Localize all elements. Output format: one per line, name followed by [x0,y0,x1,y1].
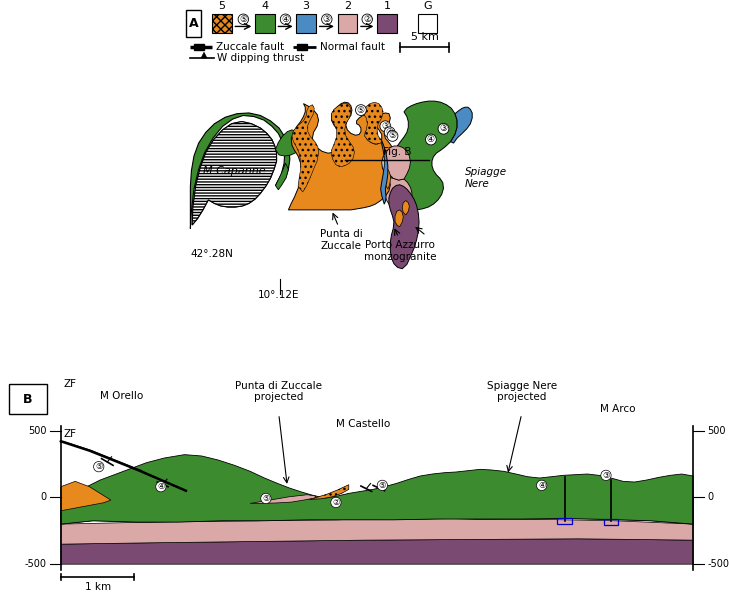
Polygon shape [289,102,391,210]
Text: G: G [424,1,432,11]
Polygon shape [61,481,111,511]
Text: 500: 500 [707,426,726,436]
Text: 10°.12E: 10°.12E [257,290,299,300]
Text: ③: ③ [602,471,609,480]
Polygon shape [402,201,410,215]
Polygon shape [386,146,410,180]
Text: ⑤: ⑤ [262,494,270,503]
Polygon shape [276,163,289,190]
Text: 1: 1 [383,1,391,11]
Polygon shape [190,113,290,229]
Polygon shape [384,168,390,189]
Text: ②: ② [332,498,340,507]
Text: ZF: ZF [63,429,76,439]
Text: M Capanne: M Capanne [203,166,266,176]
Text: ③: ③ [440,124,448,133]
Bar [558,518,572,524]
Text: B: B [23,393,33,406]
Text: Punta di Zuccale
projected: Punta di Zuccale projected [235,380,322,402]
Polygon shape [192,122,276,225]
Polygon shape [364,102,383,144]
Polygon shape [383,177,412,227]
Bar [377,14,397,33]
Text: 2: 2 [344,1,351,11]
Polygon shape [61,539,693,564]
Polygon shape [381,141,388,204]
Text: 1 km: 1 km [85,582,111,592]
Polygon shape [395,210,403,227]
FancyBboxPatch shape [9,384,47,414]
Text: ④: ④ [157,482,165,491]
Text: M Orello: M Orello [100,392,144,401]
Text: -500: -500 [25,559,47,569]
Text: Spiagge Nere
projected: Spiagge Nere projected [487,380,557,402]
Polygon shape [276,130,302,156]
Polygon shape [451,496,693,524]
Bar [418,14,437,33]
Text: 42°.28N: 42°.28N [190,249,233,259]
Text: ④: ④ [281,15,289,24]
Polygon shape [304,485,348,500]
Text: Normal fault: Normal fault [319,42,385,53]
Text: Fig. B: Fig. B [383,147,411,158]
Text: ③: ③ [381,122,389,131]
Polygon shape [388,101,457,210]
Text: Punta di
Zuccale: Punta di Zuccale [320,229,362,251]
Text: ⑤: ⑤ [95,462,103,471]
Text: 500: 500 [28,426,47,436]
Bar [338,14,357,33]
Text: M Arco: M Arco [601,404,636,414]
Polygon shape [451,107,472,143]
Text: A: A [189,17,198,30]
Text: 0: 0 [40,493,47,503]
Bar [297,44,307,50]
Text: ③: ③ [323,15,331,24]
Text: 0: 0 [707,493,714,503]
Polygon shape [61,455,693,524]
Text: 5: 5 [218,1,225,11]
Text: ④: ④ [386,128,394,137]
Text: W dipping thrust: W dipping thrust [217,53,305,63]
Text: 3: 3 [303,1,310,11]
Polygon shape [389,184,419,269]
Text: Spiagge
Nere: Spiagge Nere [465,168,507,189]
Text: ZF: ZF [63,379,76,389]
Text: 4: 4 [261,1,268,11]
Text: ②: ② [363,15,371,24]
Text: -500: -500 [707,559,729,569]
Polygon shape [61,503,293,524]
Text: ⑤: ⑤ [357,106,365,115]
Bar [255,14,275,33]
Polygon shape [292,104,319,192]
Text: ⑤: ⑤ [239,15,247,24]
Bar [296,14,316,33]
Text: ④: ④ [427,135,435,144]
Bar [604,519,618,525]
Text: Porto Azzurro
monzogranite: Porto Azzurro monzogranite [364,240,437,261]
Text: Zuccale fault: Zuccale fault [216,42,284,53]
Polygon shape [250,495,316,503]
Text: M Castello: M Castello [336,418,390,429]
Text: ④: ④ [538,481,545,490]
Polygon shape [332,104,354,167]
Polygon shape [201,53,207,58]
Polygon shape [257,497,451,520]
Text: 5 km: 5 km [410,32,439,42]
Text: ⑤: ⑤ [378,481,386,490]
FancyBboxPatch shape [186,10,201,37]
Text: ⑤: ⑤ [389,131,397,140]
Bar [194,44,204,50]
Polygon shape [61,519,693,544]
Polygon shape [192,122,276,225]
Bar [212,14,232,33]
